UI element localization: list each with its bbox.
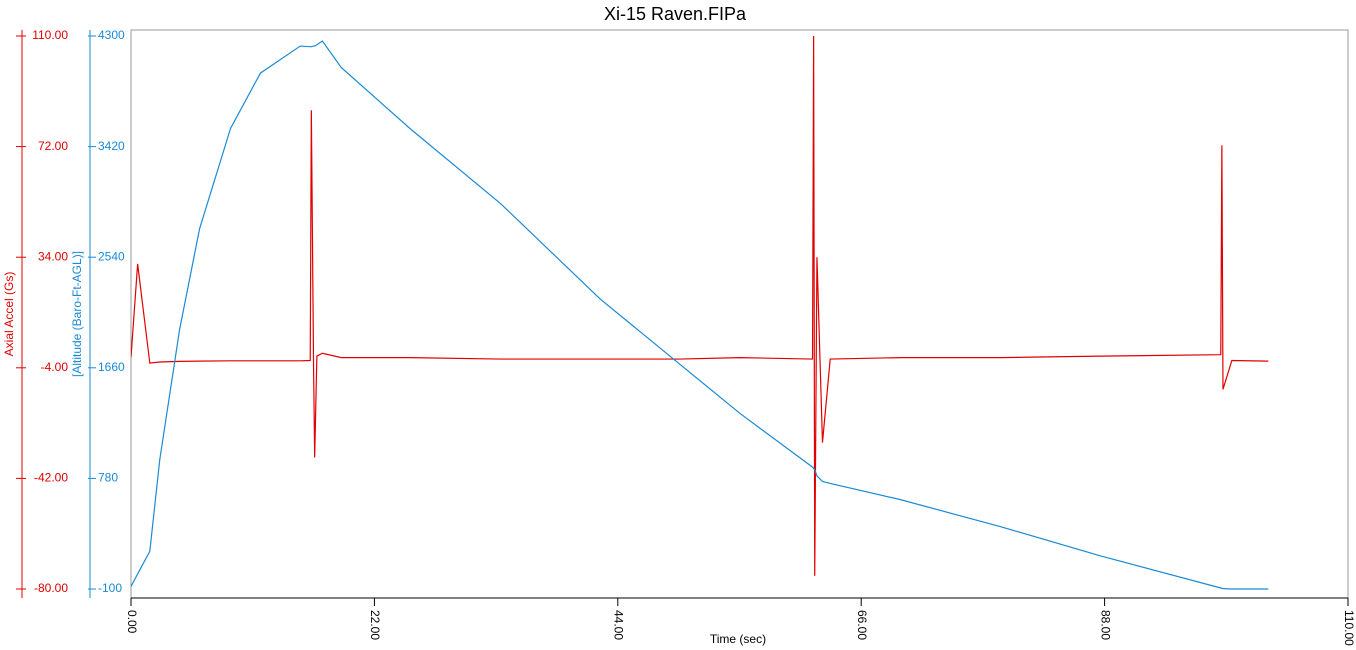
y2-tick-label: 4300 [98,28,125,42]
chart-title: Xi-15 Raven.FIPa [604,4,747,24]
y2-tick-label: 1660 [98,360,125,374]
x-tick-label: 66.00 [855,610,869,640]
y2-tick-label: 3420 [98,139,125,153]
x-tick-label: 110.00 [1342,610,1356,646]
y-tick-label: 72.00 [38,139,68,153]
y2-axis-label: [Altitude (Baro-Ft-AGL)] [70,251,84,377]
y-tick-label: 34.00 [38,249,68,263]
x-tick-label: 0.00 [125,610,139,634]
line-series [131,40,1269,590]
y-tick-label: -42.00 [34,471,68,485]
y-tick-label: -80.00 [34,581,68,595]
y2-tick-label: -100 [98,581,122,595]
y-tick-label: -4.00 [41,360,69,374]
plot-area [130,29,1349,599]
x-tick-label: 88.00 [1098,610,1112,640]
y-tick-label: 110.00 [32,28,68,42]
y-axis-label: Axial Accel (Gs) [2,272,16,357]
x-tick-label: 22.00 [368,610,382,640]
y2-tick-label: 780 [98,471,118,485]
line-series [131,35,1269,576]
x-axis-label: Time (sec) [710,632,766,646]
series-group [131,35,1269,590]
y2-tick-label: 2540 [98,249,125,263]
x-tick-label: 44.00 [612,610,626,640]
